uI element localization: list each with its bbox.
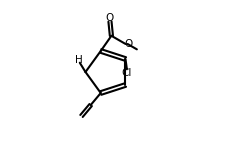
Text: H: H bbox=[75, 55, 83, 65]
Text: Cl: Cl bbox=[122, 68, 132, 78]
Text: O: O bbox=[124, 39, 132, 49]
Text: O: O bbox=[106, 13, 114, 23]
